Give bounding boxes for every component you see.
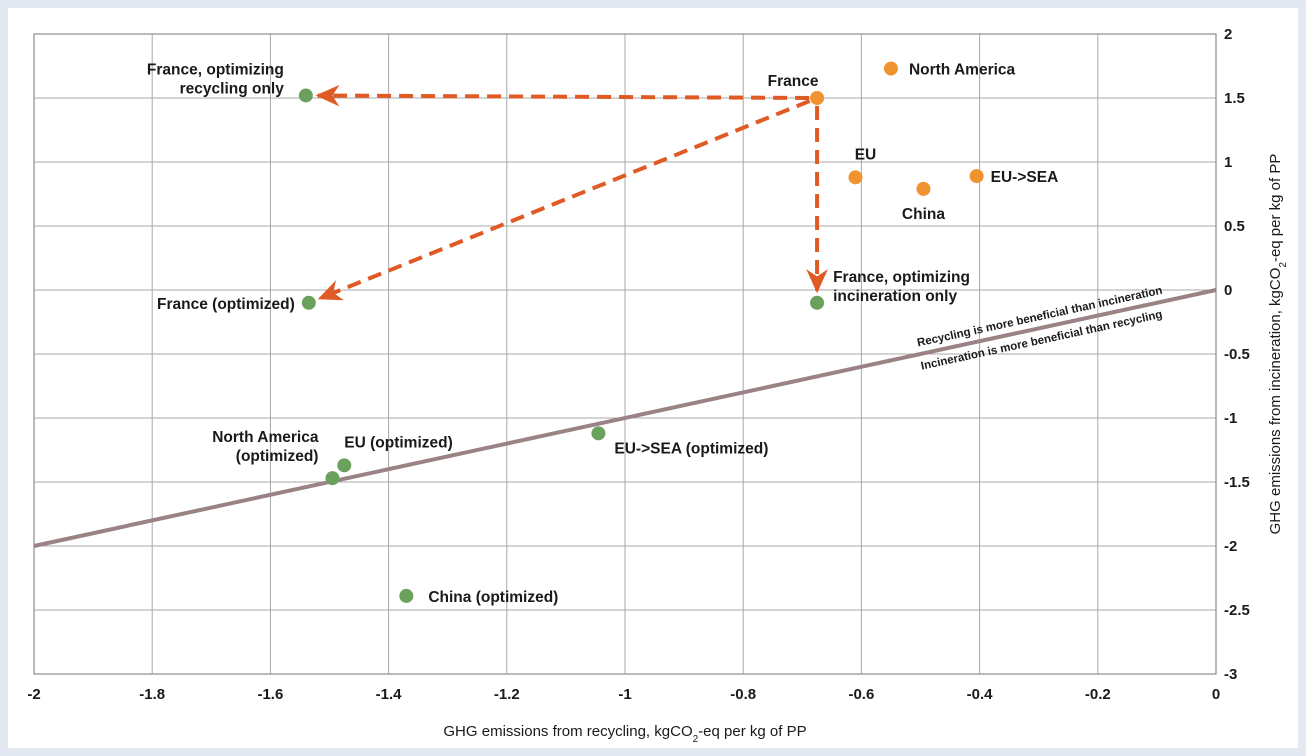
parity-line	[33, 288, 1217, 548]
chart-frame: -2 -1.8 -1.6 -1.4 -1.2 -1 -0.8 -0.6 -0.4 -0.2 0 2 1.…	[8, 8, 1298, 748]
data-point-optimized	[591, 426, 606, 441]
y-tick-label: 0.5	[1224, 218, 1245, 235]
y-tick-label: -2	[1224, 538, 1237, 555]
x-tick-label: -0.4	[967, 686, 994, 703]
x-tick-label: -1.6	[257, 686, 283, 703]
point-label: France, optimizing recycling only	[147, 61, 284, 97]
data-point-optimized	[810, 295, 825, 310]
point-label: North America	[909, 62, 1016, 79]
point-label: China (optimized)	[428, 589, 558, 606]
point-label: France, optimizing incineration only	[833, 269, 970, 305]
data-point-optimized	[399, 588, 414, 603]
data-point-optimized	[298, 88, 313, 103]
y-tick-label: 2	[1224, 26, 1232, 43]
point-label: North America (optimized)	[212, 429, 319, 465]
data-point-current	[883, 61, 898, 76]
y-tick-label: -2.5	[1224, 602, 1250, 619]
y-tick-label: 1.5	[1224, 90, 1245, 107]
plot-border	[33, 33, 1217, 675]
arrow	[317, 99, 811, 301]
x-tick-label: -1.8	[139, 686, 165, 703]
x-tick-label: -0.2	[1085, 686, 1111, 703]
point-label: China	[902, 206, 945, 223]
x-tick-label: -2	[27, 686, 40, 703]
y-tick-label: -3	[1224, 666, 1237, 683]
point-label: EU (optimized)	[344, 434, 453, 451]
point-label: EU->SEA	[991, 169, 1059, 186]
data-point-optimized	[337, 458, 352, 473]
x-tick-label: -1	[618, 686, 631, 703]
y-tick-label: -1	[1224, 410, 1237, 427]
x-tick-label: -1.4	[376, 686, 403, 703]
x-tick-label: -1.2	[494, 686, 520, 703]
y-tick-label: 0	[1224, 282, 1232, 299]
y-tick-label: 1	[1224, 154, 1232, 171]
arrow	[315, 84, 810, 107]
scatter-chart: -2 -1.8 -1.6 -1.4 -1.2 -1 -0.8 -0.6 -0.4 -0.2 0 2 1.…	[27, 26, 1289, 745]
point-label: EU	[855, 146, 877, 163]
data-point-optimized	[301, 295, 316, 310]
point-label: France (optimized)	[157, 296, 295, 313]
data-point-current	[969, 169, 984, 184]
x-tick-label: -0.6	[848, 686, 874, 703]
y-tick-label: -0.5	[1224, 346, 1250, 363]
point-label: EU->SEA (optimized)	[614, 440, 768, 457]
x-axis-label: GHG emissions from recycling, kgCO2-eq p…	[443, 723, 806, 745]
data-point-current	[848, 170, 863, 185]
y-axis-label: GHG emissions from incineration, kgCO2-e…	[1267, 154, 1289, 535]
data-point-optimized	[325, 471, 340, 486]
x-tick-label: -0.8	[730, 686, 756, 703]
y-tick-label: -1.5	[1224, 474, 1250, 491]
data-point-current	[810, 91, 825, 105]
data-point-current	[916, 181, 931, 196]
x-tick-label: 0	[1212, 686, 1220, 703]
point-label: France	[768, 73, 819, 90]
